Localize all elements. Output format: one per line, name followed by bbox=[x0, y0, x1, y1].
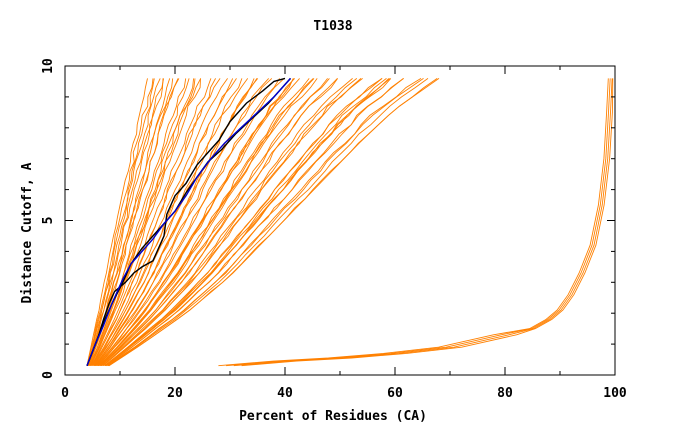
x-tick-label: 100 bbox=[603, 386, 627, 401]
chart-title: T1038 bbox=[313, 19, 352, 34]
axis-ticks bbox=[64, 65, 616, 376]
x-axis-title: Percent of Residues (CA) bbox=[239, 409, 427, 424]
plot-curves bbox=[86, 77, 614, 367]
model-curve bbox=[102, 78, 358, 367]
model-curve bbox=[100, 78, 328, 367]
model-curve bbox=[87, 78, 161, 366]
model-curve bbox=[89, 78, 190, 366]
model-curve bbox=[90, 78, 201, 366]
model-curve bbox=[92, 78, 228, 366]
model-curve bbox=[87, 78, 164, 366]
highlight-series-line-3 bbox=[86, 77, 292, 366]
model-curve bbox=[93, 78, 243, 366]
model-curve bbox=[105, 78, 390, 367]
model-curve bbox=[97, 78, 294, 367]
y-tick-label: 10 bbox=[41, 58, 56, 74]
outlier-model-curve bbox=[233, 78, 613, 367]
model-curve bbox=[102, 78, 353, 367]
highlight-series-line-1 bbox=[86, 77, 286, 366]
x-tick-label: 40 bbox=[277, 386, 293, 401]
model-curve bbox=[107, 78, 424, 367]
model-curve bbox=[108, 78, 440, 367]
model-curve bbox=[94, 78, 249, 366]
y-axis-title: Distance Cutoff, A bbox=[20, 162, 35, 303]
model-curve bbox=[91, 78, 212, 366]
model-curve bbox=[102, 78, 362, 367]
model-curve bbox=[106, 78, 404, 367]
model-curve bbox=[99, 78, 310, 367]
model-curve bbox=[91, 78, 221, 366]
model-curve bbox=[99, 78, 318, 367]
y-tick-label: 0 bbox=[41, 371, 56, 379]
model-curve bbox=[108, 78, 429, 367]
model-curve bbox=[96, 78, 273, 366]
model-curve bbox=[96, 78, 280, 366]
model-curve bbox=[86, 78, 148, 366]
x-tick-label: 20 bbox=[167, 386, 183, 401]
x-tick-label: 60 bbox=[387, 386, 403, 401]
model-curve bbox=[98, 78, 300, 366]
outlier-model-curve bbox=[241, 78, 614, 367]
model-curve bbox=[96, 78, 285, 366]
model-curve bbox=[87, 78, 155, 366]
model-curve bbox=[99, 78, 314, 367]
model-curve bbox=[100, 78, 338, 367]
y-tick-label: 5 bbox=[41, 217, 56, 225]
model-curve bbox=[104, 78, 383, 367]
model-curve bbox=[104, 78, 387, 367]
model-curve bbox=[107, 78, 422, 367]
model-curve bbox=[89, 78, 187, 366]
model-curve bbox=[86, 78, 154, 366]
outlier-model-curve bbox=[218, 78, 609, 367]
model-curve bbox=[105, 78, 391, 367]
x-tick-label: 0 bbox=[61, 386, 69, 401]
x-tick-label: 80 bbox=[497, 386, 513, 401]
outlier-model-curve bbox=[226, 78, 611, 367]
model-curve bbox=[90, 78, 195, 366]
axis-tick-labels: 0 20 40 60 80 100 0 5 10 bbox=[41, 58, 627, 401]
model-curve bbox=[87, 78, 165, 366]
